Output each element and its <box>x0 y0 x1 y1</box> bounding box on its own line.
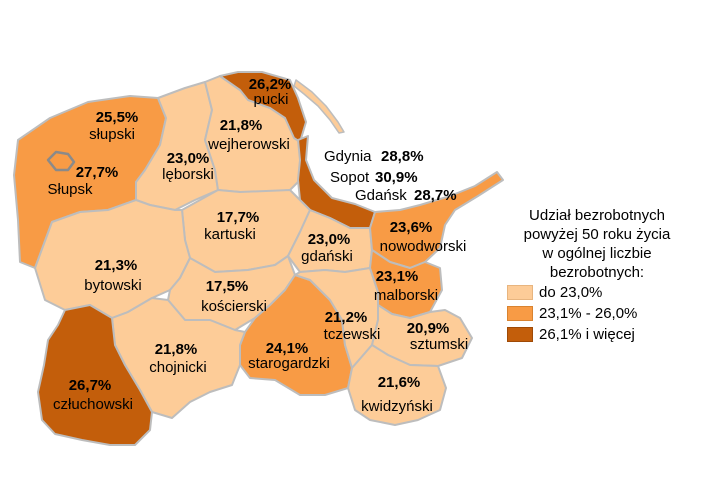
label-sopot-value: 30,9% <box>375 169 418 186</box>
legend-title: Udział bezrobotnych powyżej 50 roku życi… <box>497 206 697 282</box>
label-kartuski-name: kartuski <box>204 226 256 243</box>
label-koscierski-name: kościerski <box>201 298 267 315</box>
legend-item-low: do 23,0% <box>507 282 697 303</box>
label-kwidzynski-value: 21,6% <box>378 374 421 391</box>
legend-swatch-high <box>507 327 533 342</box>
label-gdansk-name: Gdańsk <box>355 187 407 204</box>
label-starogardzki-name: starogardzki <box>248 355 330 372</box>
legend-item-mid: 23,1% - 26,0% <box>507 303 697 324</box>
region-slupsk <box>46 150 76 172</box>
label-chojnicki-name: chojnicki <box>149 359 207 376</box>
label-bytowski-value: 21,3% <box>95 257 138 274</box>
legend-title-line: Udział bezrobotnych <box>529 207 665 224</box>
label-pucki-name: pucki <box>253 91 288 108</box>
legend-label-high: 26,1% i więcej <box>539 326 635 343</box>
legend-title-line: bezrobotnych: <box>549 264 645 281</box>
label-gdynia-value: 28,8% <box>381 148 424 165</box>
label-gdanski-value: 23,0% <box>308 231 351 248</box>
label-wejherowski-name: wejherowski <box>207 136 290 153</box>
label-malborski-name: malborski <box>374 287 438 304</box>
label-wejherowski-value: 21,8% <box>220 117 263 134</box>
legend-title-line: powyżej 50 roku życia <box>523 226 671 243</box>
legend-label-mid: 23,1% - 26,0% <box>539 305 638 322</box>
region-shapes <box>13 71 504 446</box>
region-hel-peninsula <box>293 79 345 134</box>
label-czluchowski-value: 26,7% <box>69 377 112 394</box>
label-czluchowski-name: człuchowski <box>53 396 133 413</box>
region-labels: 26,2% pucki 25,5% słupski 21,8% wejherow… <box>47 76 468 415</box>
label-tczewski-value: 21,2% <box>325 309 368 326</box>
region-czluchowski <box>37 304 153 446</box>
legend-item-high: 26,1% i więcej <box>507 324 697 345</box>
label-sztumski-name: sztumski <box>410 336 468 353</box>
label-kartuski-value: 17,7% <box>217 209 260 226</box>
label-koscierski-value: 17,5% <box>206 278 249 295</box>
label-slupsk-name: Słupsk <box>47 181 93 198</box>
label-sopot-name: Sopot <box>330 169 370 186</box>
label-slupski-value: 25,5% <box>96 109 139 126</box>
legend-label-low: do 23,0% <box>539 284 603 301</box>
region-kwidzynski <box>347 344 447 426</box>
label-slupski-name: słupski <box>89 126 135 143</box>
label-bytowski-name: bytowski <box>84 277 142 294</box>
label-starogardzki-value: 24,1% <box>266 340 309 357</box>
legend-swatch-low <box>507 285 533 300</box>
label-kwidzynski-name: kwidzyński <box>361 398 433 415</box>
label-gdansk-value: 28,7% <box>414 187 457 204</box>
label-pucki-value: 26,2% <box>249 76 292 93</box>
legend-swatch-mid <box>507 306 533 321</box>
label-gdynia-name: Gdynia <box>324 148 372 165</box>
label-leborski-name: lęborski <box>162 166 214 183</box>
label-nowodworski-value: 23,6% <box>390 219 433 236</box>
label-slupsk-value: 27,7% <box>76 164 119 181</box>
label-gdanski-name: gdański <box>301 248 353 265</box>
legend-title-line: w ogólnej liczbie <box>542 245 652 262</box>
label-chojnicki-value: 21,8% <box>155 341 198 358</box>
legend: Udział bezrobotnych powyżej 50 roku życi… <box>497 206 697 345</box>
label-malborski-value: 23,1% <box>376 268 419 285</box>
label-tczewski-name: tczewski <box>324 326 381 343</box>
label-sztumski-value: 20,9% <box>407 320 450 337</box>
label-leborski-value: 23,0% <box>167 150 210 167</box>
label-nowodworski-name: nowodworski <box>380 238 467 255</box>
